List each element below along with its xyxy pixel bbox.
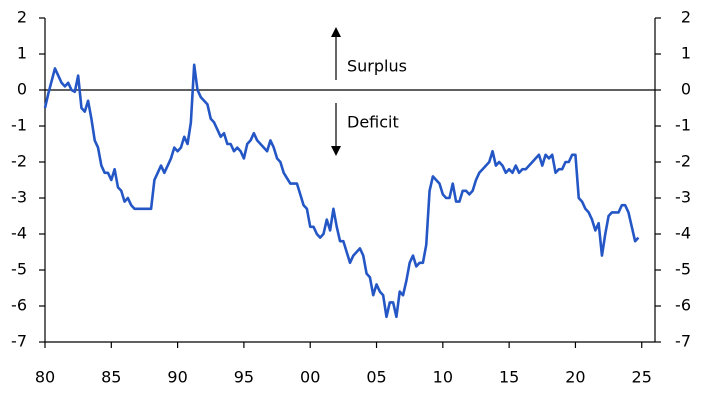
x-tick-label: 05	[366, 368, 386, 387]
deficit-arrowhead	[331, 146, 341, 156]
x-tick-label: 90	[167, 368, 187, 387]
y2-tick-label: -4	[675, 224, 691, 243]
y2-tick-label: 1	[681, 44, 691, 63]
x-tick-label: 85	[101, 368, 121, 387]
y-tick-label: -2	[11, 152, 27, 171]
surplus-arrowhead	[331, 27, 341, 37]
x-tick-label: 25	[632, 368, 652, 387]
x-tick-label: 15	[499, 368, 519, 387]
y2-tick-label: -2	[675, 152, 691, 171]
y2-tick-label: 2	[681, 8, 691, 27]
y2-tick-label: -5	[675, 260, 691, 279]
y-tick-label: -5	[11, 260, 27, 279]
y2-tick-label: -3	[675, 188, 691, 207]
y-tick-label: -3	[11, 188, 27, 207]
x-tick-label: 00	[300, 368, 320, 387]
y-tick-label: -6	[11, 296, 27, 315]
data-line	[43, 63, 640, 319]
x-tick-label: 80	[35, 368, 55, 387]
y-tick-label: 0	[17, 80, 27, 99]
y2-tick-label: -6	[675, 296, 691, 315]
x-tick-label: 10	[433, 368, 453, 387]
y-tick-label: 1	[17, 44, 27, 63]
y-tick-label: -1	[11, 116, 27, 135]
y2-tick-label: 0	[681, 80, 691, 99]
y-tick-label: -4	[11, 224, 27, 243]
x-tick-label: 95	[234, 368, 254, 387]
y-tick-label: -7	[11, 332, 27, 351]
annotation: Surplus	[347, 57, 407, 76]
y2-tick-label: -1	[675, 116, 691, 135]
annotation: Deficit	[347, 113, 399, 132]
y-tick-label: 2	[17, 8, 27, 27]
y2-tick-label: -7	[675, 332, 691, 351]
x-tick-label: 20	[565, 368, 585, 387]
